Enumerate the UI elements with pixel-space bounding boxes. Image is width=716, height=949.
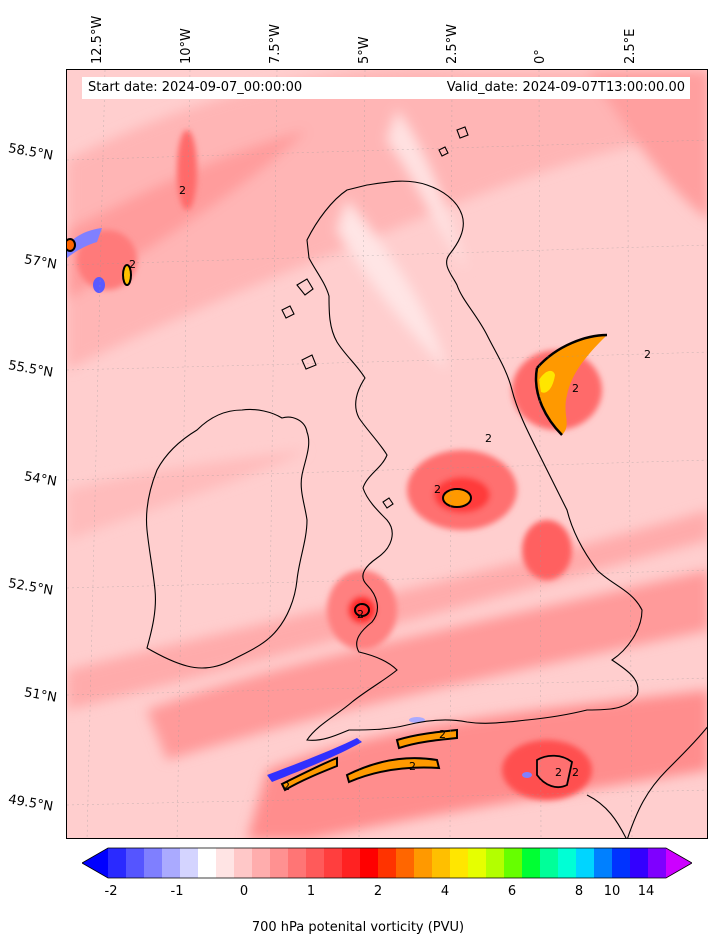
colorbar-segment xyxy=(108,848,127,878)
contour-labels: 2 2 2 2 2 2 2 2 2 2 2 2 xyxy=(129,184,651,793)
lon-label: 2.5°E xyxy=(623,28,638,64)
colorbar-tick: -2 xyxy=(104,884,118,899)
valid-date-label: Valid_date: 2024-09-07T13:00:00.00 xyxy=(446,80,685,95)
contour-label: 2 xyxy=(644,348,651,361)
colorbar-segment xyxy=(450,848,469,878)
colorbar-segment xyxy=(432,848,451,878)
colorbar-segment xyxy=(630,848,649,878)
colorbar-segment xyxy=(612,848,631,878)
colorbar-segment xyxy=(414,848,433,878)
colorbar-segment xyxy=(144,848,163,878)
colorbar-extend-max xyxy=(666,848,692,878)
lon-label: 0° xyxy=(533,49,548,64)
colorbar-segment xyxy=(126,848,145,878)
colorbar-tick: 8 xyxy=(574,884,584,899)
lat-label: 51°N xyxy=(22,685,58,706)
colorbar-segment xyxy=(396,848,415,878)
graticule xyxy=(67,70,707,838)
contour-label: 2 xyxy=(485,432,492,445)
colorbar-title: 700 hPa potenital vorticity (PVU) xyxy=(251,920,465,935)
colorbar-segment xyxy=(540,848,559,878)
contour-label: 2 xyxy=(283,780,290,793)
colorbar-segment xyxy=(360,848,379,878)
colorbar-segment xyxy=(576,848,595,878)
colorbar-segment xyxy=(198,848,217,878)
colorbar-segment xyxy=(486,848,505,878)
contour-label: 2 xyxy=(409,760,416,773)
colorbar-extend-min xyxy=(82,848,108,878)
colorbar-segment xyxy=(324,848,343,878)
colorbar-segment xyxy=(468,848,487,878)
map-panel: 2 2 2 2 2 2 2 2 2 2 2 2 xyxy=(66,69,708,839)
contour-label: 2 xyxy=(572,766,579,779)
colorbar-segment xyxy=(288,848,307,878)
colorbar-segment xyxy=(234,848,253,878)
colorbar-segment xyxy=(216,848,235,878)
lat-label: 49.5°N xyxy=(7,792,55,815)
colorbar-tick: 6 xyxy=(507,884,517,899)
contour-label: 2 xyxy=(129,258,136,271)
lat-label: 58.5°N xyxy=(7,141,55,164)
colorbar-segment xyxy=(522,848,541,878)
colorbar-segment xyxy=(504,848,523,878)
colorbar-segment xyxy=(252,848,271,878)
contour-label: 2 xyxy=(434,483,441,496)
lon-label: 12.5°W xyxy=(90,15,105,64)
colorbar-outline xyxy=(82,847,692,879)
lat-label: 52.5°N xyxy=(7,576,55,599)
colorbar-segment xyxy=(594,848,613,878)
contour-label: 2 xyxy=(179,184,186,197)
pv-map: 2 2 2 2 2 2 2 2 2 2 2 2 xyxy=(67,70,707,838)
high-pv-streamers-south xyxy=(67,238,573,792)
colorbar-segment xyxy=(306,848,325,878)
lon-label: 5°W xyxy=(357,36,372,64)
colorbar-segment xyxy=(648,848,667,878)
colorbar-segment xyxy=(270,848,289,878)
coastlines xyxy=(145,126,707,838)
lon-label: 10°W xyxy=(179,28,194,64)
contour-label: 2 xyxy=(439,728,446,741)
colorbar xyxy=(82,847,692,879)
date-info-box xyxy=(82,77,690,99)
negative-pv-patches xyxy=(67,228,532,782)
lon-label: 7.5°W xyxy=(268,23,283,64)
contour-label: 2 xyxy=(572,382,579,395)
high-pv-streamer-northeast xyxy=(534,333,608,436)
colorbar-tick: 0 xyxy=(239,884,249,899)
lat-label: 55.5°N xyxy=(7,358,55,381)
lon-label: 2.5°W xyxy=(445,23,460,64)
colorbar-tick: 10 xyxy=(603,884,621,899)
colorbar-segment xyxy=(162,848,181,878)
colorbar-tick: -1 xyxy=(170,884,184,899)
colorbar-tick: 4 xyxy=(440,884,450,899)
colorbar-tick: 14 xyxy=(637,884,655,899)
colorbar-segment xyxy=(558,848,577,878)
colorbar-segment xyxy=(180,848,199,878)
colorbar-segment xyxy=(378,848,397,878)
lat-label: 54°N xyxy=(22,469,58,490)
lat-label: 57°N xyxy=(22,252,58,273)
colorbar-segment xyxy=(342,848,361,878)
contour-label: 2 xyxy=(357,608,364,621)
start-date-label: Start date: 2024-09-07_00:00:00 xyxy=(88,80,303,95)
contour-label: 2 xyxy=(555,766,562,779)
colorbar-tick: 2 xyxy=(373,884,383,899)
colorbar-tick: 1 xyxy=(306,884,316,899)
